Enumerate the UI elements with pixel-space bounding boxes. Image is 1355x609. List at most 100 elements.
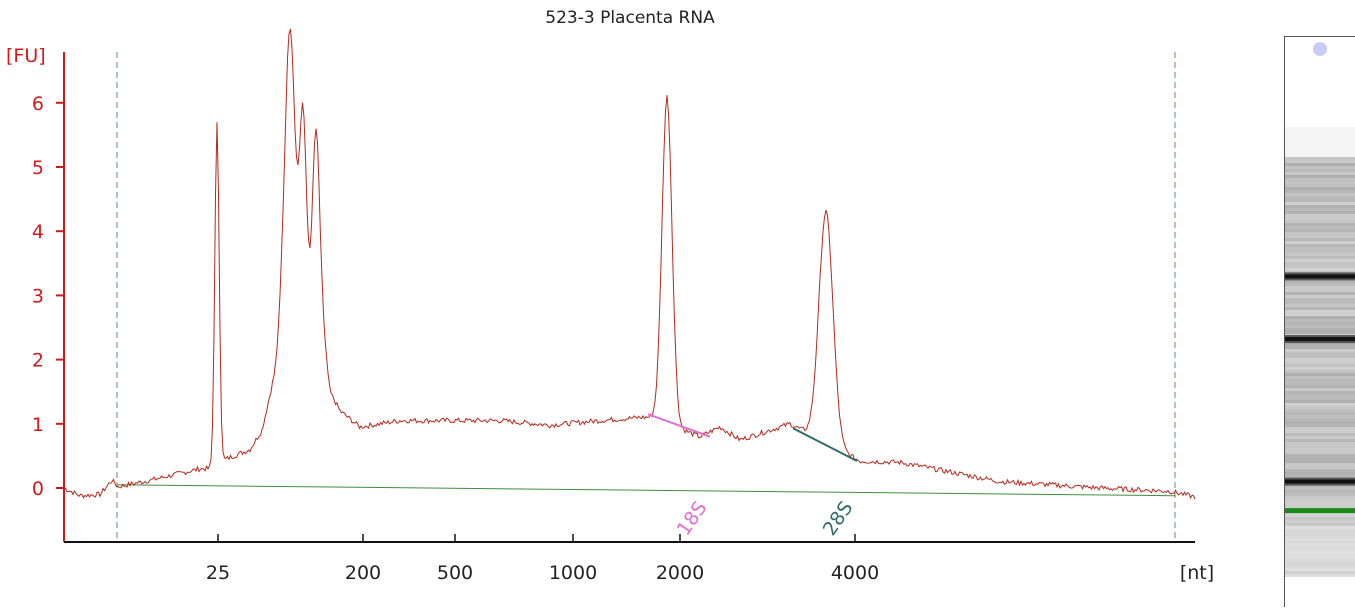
gel-smear-row: [1285, 184, 1355, 187]
gel-smear-row: [1285, 397, 1355, 400]
gel-smear-row: [1285, 469, 1355, 472]
gel-smear-row: [1285, 208, 1355, 211]
gel-smear-row: [1285, 490, 1355, 493]
gel-smear-row: [1285, 376, 1355, 379]
gel-smear-row: [1285, 475, 1355, 478]
gel-smear-row: [1285, 220, 1355, 223]
gel-smear-row: [1285, 553, 1355, 556]
gel-smear-row: [1285, 517, 1355, 520]
gel-smear-row: [1285, 367, 1355, 370]
gel-smear-row: [1285, 136, 1355, 139]
gel-smear-row: [1285, 316, 1355, 319]
gel-smear-row: [1285, 400, 1355, 403]
gel-smear-row: [1285, 439, 1355, 442]
gel-smear-row: [1285, 247, 1355, 250]
gel-smear-row: [1285, 451, 1355, 454]
gel-smear-row: [1285, 391, 1355, 394]
gel-smear-row: [1285, 370, 1355, 373]
peak-label-28s: 28S: [819, 497, 858, 539]
gel-smear-row: [1285, 193, 1355, 196]
gel-smear-row: [1285, 361, 1355, 364]
x-tick-label: 500: [437, 562, 473, 584]
gel-smear-row: [1285, 415, 1355, 418]
gel-smear-row: [1285, 535, 1355, 538]
gel-smear-row: [1285, 487, 1355, 490]
gel-smear-row: [1285, 472, 1355, 475]
gel-smear-row: [1285, 181, 1355, 184]
gel-smear-row: [1285, 442, 1355, 445]
gel-smear-row: [1285, 574, 1355, 577]
gel-smear-row: [1285, 409, 1355, 412]
gel-smear-row: [1285, 286, 1355, 289]
x-tick-label: 25: [206, 562, 230, 584]
gel-smear-row: [1285, 196, 1355, 199]
gel-smear-row: [1285, 142, 1355, 145]
peak-label-18s: 18S: [673, 497, 712, 539]
gel-smear-row: [1285, 226, 1355, 229]
gel-smear-row: [1285, 127, 1355, 130]
gel-smear-row: [1285, 160, 1355, 163]
gel-smear-row: [1285, 268, 1355, 271]
gel-smear-row: [1285, 250, 1355, 253]
gel-smear-row: [1285, 457, 1355, 460]
gel-smear-row: [1285, 214, 1355, 217]
gel-smear-row: [1285, 157, 1355, 160]
gel-smear-row: [1285, 298, 1355, 301]
gel-smear-row: [1285, 466, 1355, 469]
gel-lane: [1284, 36, 1355, 607]
gel-smear-row: [1285, 313, 1355, 316]
gel-smear-row: [1285, 169, 1355, 172]
gel-smear-row: [1285, 538, 1355, 541]
gel-smear-row: [1285, 427, 1355, 430]
gel-smear-row: [1285, 175, 1355, 178]
gel-smear-row: [1285, 364, 1355, 367]
gel-smear-row: [1285, 496, 1355, 499]
gel-smear-row: [1285, 211, 1355, 214]
baseline-line: [116, 484, 1176, 497]
gel-smear-row: [1285, 130, 1355, 133]
gel-smear-row: [1285, 205, 1355, 208]
gel-smear-row: [1285, 424, 1355, 427]
gel-band: [1285, 274, 1355, 279]
gel-smear-row: [1285, 154, 1355, 157]
gel-smear-row: [1285, 139, 1355, 142]
gel-smear-row: [1285, 448, 1355, 451]
gel-smear-row: [1285, 241, 1355, 244]
x-axis-label: [nt]: [1180, 562, 1214, 584]
gel-smear-row: [1285, 256, 1355, 259]
gel-smear-row: [1285, 412, 1355, 415]
gel-smear-row: [1285, 505, 1355, 508]
y-tick-label: 3: [32, 285, 44, 307]
gel-smear-row: [1285, 403, 1355, 406]
gel-smear-row: [1285, 385, 1355, 388]
gel-smear-row: [1285, 319, 1355, 322]
chart-title: 523-3 Placenta RNA: [545, 8, 715, 28]
gel-smear-row: [1285, 310, 1355, 313]
gel-smear-row: [1285, 352, 1355, 355]
gel-smear-row: [1285, 187, 1355, 190]
gel-smear-row: [1285, 562, 1355, 565]
gel-lane-image: [1285, 42, 1355, 577]
gel-band: [1285, 479, 1355, 484]
gel-smear-row: [1285, 379, 1355, 382]
gel-smear-row: [1285, 304, 1355, 307]
gel-smear-row: [1285, 421, 1355, 424]
gel-marker-band: [1285, 508, 1355, 514]
x-tick-label: 200: [345, 562, 381, 584]
gel-smear-row: [1285, 292, 1355, 295]
y-tick-label: 0: [32, 478, 44, 500]
gel-smear-row: [1285, 355, 1355, 358]
gel-smear-row: [1285, 550, 1355, 553]
gel-smear-row: [1285, 325, 1355, 328]
gel-smear-row: [1285, 265, 1355, 268]
gel-smear-row: [1285, 232, 1355, 235]
gel-smear-row: [1285, 199, 1355, 202]
electropherogram-chart: 0 1 2 3 4 5 6 [FU] 25 200 500 1000 2000 4000 [nt] 18S 28…: [6, 28, 1214, 584]
gel-smear-row: [1285, 523, 1355, 526]
gel-smear-row: [1285, 151, 1355, 154]
gel-smear-row: [1285, 418, 1355, 421]
gel-smear-row: [1285, 382, 1355, 385]
gel-smear-row: [1285, 244, 1355, 247]
y-tick-label: 5: [32, 157, 44, 179]
gel-smear-row: [1285, 568, 1355, 571]
